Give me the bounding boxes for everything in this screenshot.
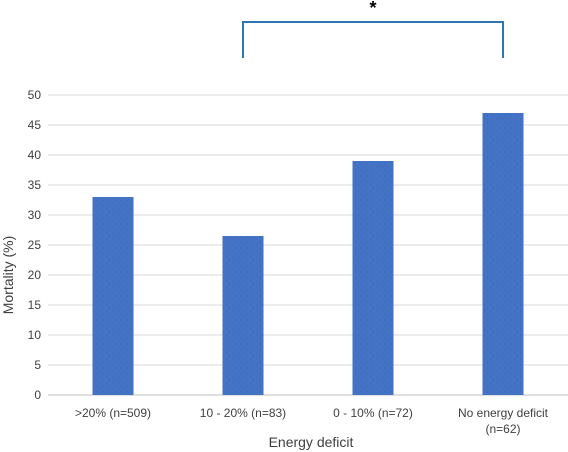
x-tick-label: 10 - 20% (n=83) <box>200 406 286 420</box>
y-tick-label: 50 <box>28 88 42 102</box>
y-tick-label: 40 <box>28 148 42 162</box>
significance-star: * <box>369 0 376 18</box>
y-axis-title: Mortality (%) <box>0 236 16 315</box>
x-tick-label: 0 - 10% (n=72) <box>333 406 413 420</box>
y-tick-label: 20 <box>28 268 42 282</box>
y-tick-label: 15 <box>28 298 42 312</box>
y-tick-label: 35 <box>28 178 42 192</box>
significance-bracket: * <box>242 0 504 58</box>
x-tick-label: No energy deficit (n=62) <box>458 406 549 436</box>
gridlines <box>48 94 568 396</box>
bar-texture <box>482 113 524 395</box>
y-tick-label: 5 <box>34 358 41 372</box>
y-tick-label: 45 <box>28 118 42 132</box>
y-tick-label: 25 <box>28 238 42 252</box>
y-axis-ticks: 0 5 10 15 20 25 30 35 40 45 50 <box>28 88 42 402</box>
x-axis-ticks: >20% (n=509) 10 - 20% (n=83) 0 - 10% (n=72… <box>75 406 549 436</box>
y-tick-label: 0 <box>34 388 41 402</box>
y-tick-label: 30 <box>28 208 42 222</box>
bars <box>92 113 524 395</box>
x-axis-title: Energy deficit <box>269 434 354 450</box>
bar-texture <box>222 236 264 395</box>
bracket-line <box>242 21 504 58</box>
y-tick-label: 10 <box>28 328 42 342</box>
bar-texture <box>352 161 394 395</box>
x-tick-label: >20% (n=509) <box>75 406 151 420</box>
bar-texture <box>92 197 134 395</box>
